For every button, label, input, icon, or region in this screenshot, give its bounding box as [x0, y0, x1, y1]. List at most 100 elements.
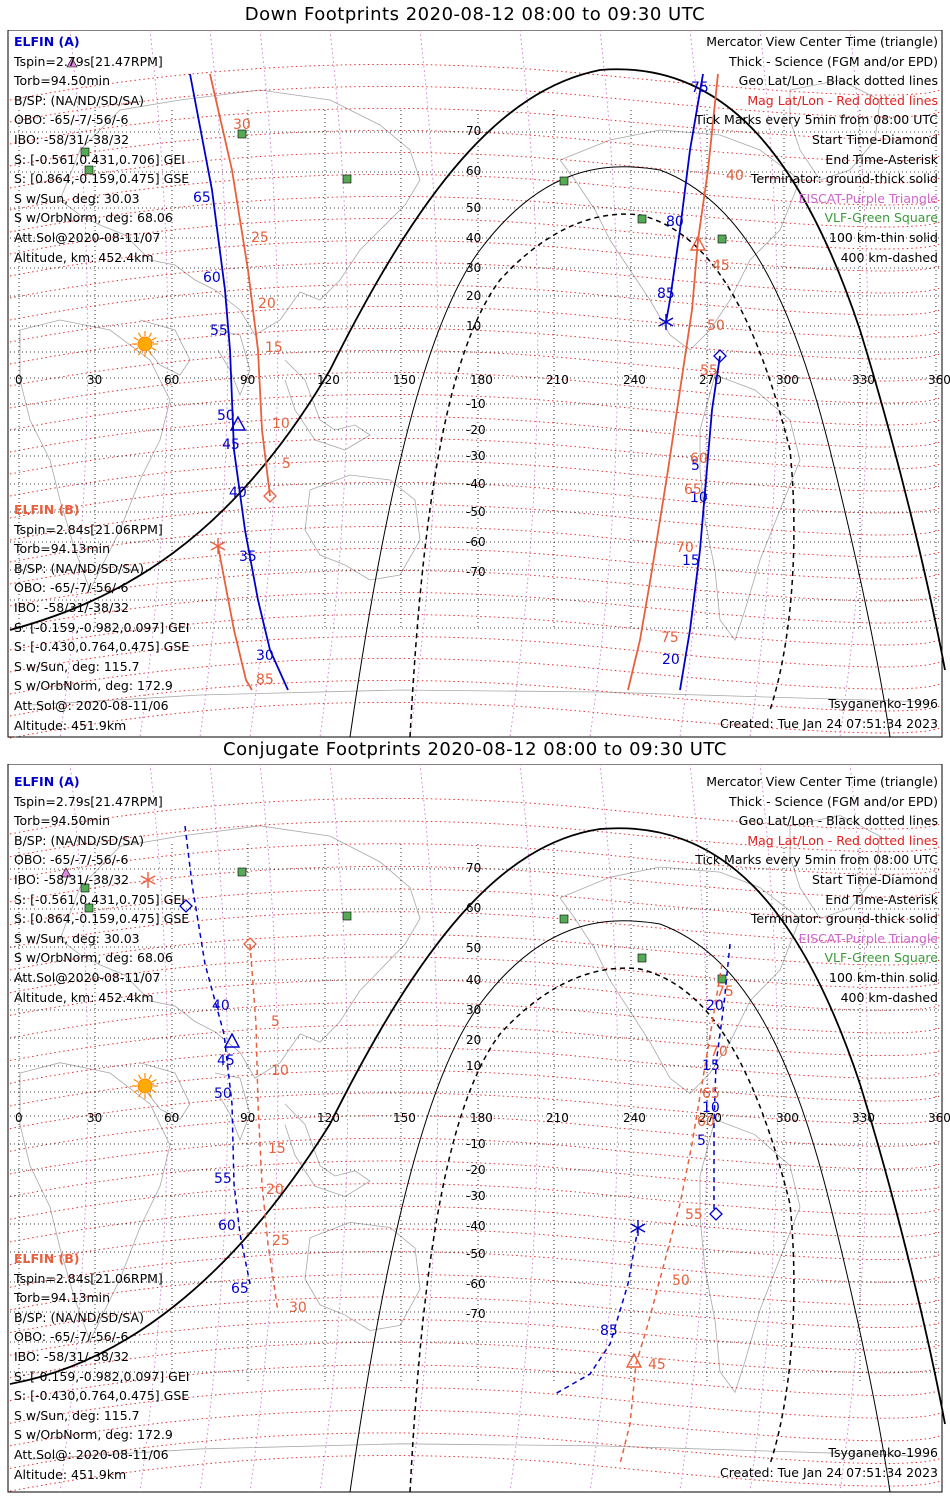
lon-tick-label: 30	[87, 1111, 102, 1125]
coastline	[789, 79, 881, 181]
mag-lon-line	[319, 30, 349, 738]
track-time-label: 60	[690, 451, 708, 467]
legend-line: Start Time-Diamond	[811, 131, 938, 147]
terminator-lines	[9, 827, 946, 1493]
track-time-label: 85	[256, 672, 274, 688]
coastline	[139, 319, 191, 376]
track-time-label: 20	[258, 296, 276, 312]
legend-down: Mercator View Center Time (triangle) Thi…	[695, 32, 938, 267]
lon-tick-label: 210	[546, 373, 569, 387]
legend-line: 400 km-dashed	[840, 249, 938, 265]
lon-tick-label: 150	[393, 1111, 416, 1125]
elfin-a-line: S: [0.864,-0.159,0.475] GSE	[14, 171, 190, 187]
elfin-a-line: Att.Sol@2020-08-11/07	[14, 229, 161, 245]
elfin-b-line: S w/Sun, deg: 115.7	[14, 658, 140, 674]
track-time-label: 5	[697, 1133, 706, 1149]
track-time-label: 45	[217, 1053, 235, 1069]
elfin-b-line: S w/OrbNorm, deg: 172.9	[14, 1427, 173, 1443]
elfin-a-info-down: ELFIN (A) Tspin=2.79s[21.47RPM] Torb=94.…	[14, 32, 189, 267]
lat-tick-label: -50	[466, 1247, 486, 1261]
map-frame	[7, 764, 943, 1493]
sun-icon	[132, 1073, 158, 1099]
coastline	[59, 89, 421, 336]
vlf-station-square	[80, 883, 90, 893]
elfin-b-track	[619, 963, 723, 1465]
mag-lon-line	[59, 30, 89, 738]
track-time-label: 20	[706, 998, 724, 1014]
lon-tick-label: 30	[87, 373, 102, 387]
vlf-station-square	[342, 911, 352, 921]
terminator-line	[349, 166, 891, 738]
elfin-b-header: ELFIN (B)	[14, 1251, 80, 1266]
track-time-label: 30	[289, 1300, 307, 1316]
track-time-label: 45	[222, 437, 240, 453]
lat-tick-label: -60	[466, 1277, 486, 1291]
elfin-b-line: Altitude: 451.9km	[14, 717, 127, 733]
vlf-station-square	[717, 974, 727, 984]
panel-title-down: Down Footprints 2020-08-12 08:00 to 09:3…	[244, 4, 706, 25]
track-time-label: 30	[233, 117, 251, 133]
lat-tick-label: 70	[466, 124, 481, 138]
track-time-label: 60	[203, 270, 221, 286]
track-time-label: 80	[666, 214, 684, 230]
coastline	[29, 689, 931, 706]
elfin-b-line: S: [-0.159,-0.982,0.097] GEI	[14, 1368, 190, 1384]
elfin-b-line: OBO: -65/-7/-56/-6	[14, 1329, 129, 1345]
lon-tick-label: 0	[15, 373, 23, 387]
vlf-station-square	[637, 953, 647, 963]
mag-lon-line	[199, 764, 229, 1493]
track-time-label: 15	[702, 1058, 720, 1074]
legend-line: Mercator View Center Time (triangle)	[706, 774, 938, 789]
track-time-label: 70	[710, 1044, 728, 1060]
lon-tick-label: 300	[776, 373, 799, 387]
mag-lon-line	[589, 30, 619, 738]
track-time-label: 10	[271, 1063, 289, 1079]
lat-tick-label: 60	[466, 164, 481, 178]
track-time-label: 75	[691, 80, 709, 96]
lon-tick-label: 360	[928, 373, 950, 387]
lon-tick-label: 270	[699, 1111, 722, 1125]
track-time-label: 60	[697, 1114, 715, 1130]
elfin-a-line: S: [-0.561,0.431,0.706] GEI	[14, 151, 185, 167]
sun-icon	[132, 331, 158, 357]
elfin-a-line: S w/Sun, deg: 30.03	[14, 190, 140, 206]
terminator-line	[349, 920, 891, 1493]
elfin-b-info-down: ELFIN (B) Tspin=2.84s[21.06RPM] Torb=94.…	[14, 500, 189, 735]
down-footprints-map: 0 30 60 90 120 150 180 210 240 270 300 330 360706050…	[7, 30, 950, 739]
elfin-a-line: Att.Sol@2020-08-11/07	[14, 969, 161, 985]
start-time-diamond	[263, 489, 277, 503]
lat-tick-label: 70	[466, 861, 481, 875]
lat-tick-label: 20	[466, 1033, 481, 1047]
elfin-a-line: Altitude, km: 452.4km	[14, 989, 154, 1005]
track-time-label: 65	[702, 1086, 720, 1102]
vlf-station-square	[637, 214, 647, 224]
lat-tick-label: -30	[466, 1189, 486, 1203]
legend-line: Geo Lat/Lon - Black dotted lines	[738, 813, 938, 829]
vlf-station-square	[342, 174, 352, 184]
mag-lon-line	[509, 30, 539, 738]
elfin-a-line: OBO: -65/-7/-56/-6	[14, 112, 129, 128]
vlf-station-square	[559, 914, 569, 924]
track-time-label: 20	[662, 652, 680, 668]
end-time-asterisk	[210, 538, 226, 554]
stations	[80, 867, 727, 984]
elfin-b-line: IBO: -58/31/-38/32	[14, 1348, 130, 1364]
track-time-label: 50	[217, 408, 235, 424]
track-time-label: 15	[265, 340, 283, 356]
track-time-label: 25	[251, 230, 269, 246]
conjugate-footprints-map: 0 30 60 90 120 150 180 210 240 270 300 330 360706050…	[7, 764, 950, 1493]
track-time-label: 55	[214, 1171, 232, 1187]
track-time-label: 20	[266, 1182, 284, 1198]
elfin-a-line: IBO: -58/31/-38/32	[14, 871, 130, 887]
lon-tick-label: 240	[623, 1111, 646, 1125]
mag-lon-line	[139, 30, 169, 738]
vlf-station-square	[237, 129, 247, 139]
track-time-label: 60	[218, 1218, 236, 1234]
coastline	[284, 1103, 371, 1198]
track-time-label: 70	[676, 540, 694, 556]
lat-tick-label: -10	[466, 397, 486, 411]
lat-tick-label: 40	[466, 973, 481, 987]
elfin-a-line: B/SP: (NA/ND/SD/SA)	[14, 92, 144, 108]
coastline	[699, 1118, 801, 1394]
track-time-label: 55	[700, 363, 718, 379]
